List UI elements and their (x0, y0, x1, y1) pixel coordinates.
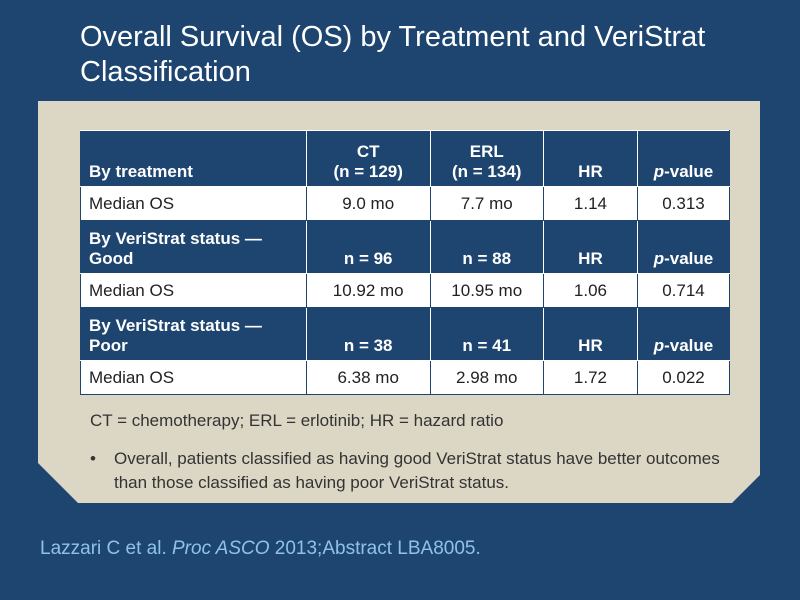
abbreviation-footnote: CT = chemotherapy; ERL = erlotinib; HR =… (90, 411, 504, 430)
bullet-icon: • (90, 449, 96, 468)
table-row: Median OS 9.0 mo 7.7 mo 1.14 0.313 (80, 186, 731, 221)
hr-value: 1.72 (542, 360, 638, 395)
hr-value: 1.06 (542, 273, 638, 308)
table-header-row: By treatment CT (n = 129) ERL (n = 134) … (80, 130, 731, 187)
pvalue-suffix: -value (664, 162, 714, 181)
bullet-point: • Overall, patients classified as having… (90, 447, 750, 495)
erl-value: 10.95 mo (429, 273, 544, 308)
ct-value: 6.38 mo (305, 360, 431, 395)
header-cell-label: By VeriStrat status — Good (80, 220, 307, 274)
header-cell-erl: ERL (n = 134) (429, 130, 544, 187)
citation-authors: Lazzari C et al. (40, 538, 172, 559)
erl-value: 7.7 mo (429, 186, 544, 221)
hr-value: 1.14 (542, 186, 638, 221)
header-cell-ct: n = 38 (305, 307, 431, 361)
header-cell-ct: n = 96 (305, 220, 431, 274)
pvalue-suffix: -value (664, 249, 714, 268)
header-cell-pvalue: p-value (636, 307, 731, 361)
slide-title: Overall Survival (OS) by Treatment and V… (80, 21, 706, 88)
pvalue-p-letter: p (653, 249, 665, 268)
header-cell-hr: HR (542, 307, 638, 361)
header-cell-label: By treatment (80, 130, 307, 187)
pvalue-p-letter: p (653, 162, 665, 181)
pvalue-suffix: -value (664, 336, 714, 355)
header-cell-label: By VeriStrat status — Poor (80, 307, 307, 361)
header-cell-hr: HR (542, 130, 638, 187)
citation: Lazzari C et al. Proc ASCO 2013;Abstract… (40, 538, 481, 560)
table-header-row: By VeriStrat status — Good n = 96 n = 88… (80, 220, 731, 274)
erl-value: 2.98 mo (429, 360, 544, 395)
pvalue-value: 0.714 (636, 273, 731, 308)
header-cell-hr: HR (542, 220, 638, 274)
table-header-row: By VeriStrat status — Poor n = 38 n = 41… (80, 307, 731, 361)
bullet-text: Overall, patients classified as having g… (114, 449, 720, 492)
header-cell-erl: n = 88 (429, 220, 544, 274)
header-cell-ct: CT (n = 129) (305, 130, 431, 187)
table-row: Median OS 10.92 mo 10.95 mo 1.06 0.714 (80, 273, 731, 308)
ct-value: 9.0 mo (305, 186, 431, 221)
citation-details: 2013;Abstract LBA8005. (269, 538, 481, 559)
row-label: Median OS (80, 273, 307, 308)
row-label: Median OS (80, 186, 307, 221)
pvalue-p-letter: p (653, 336, 665, 355)
header-cell-pvalue: p-value (636, 220, 731, 274)
pvalue-value: 0.313 (636, 186, 731, 221)
citation-journal: Proc ASCO (172, 538, 270, 559)
table-row: Median OS 6.38 mo 2.98 mo 1.72 0.022 (80, 360, 731, 395)
header-cell-pvalue: p-value (636, 130, 731, 187)
pvalue-value: 0.022 (636, 360, 731, 395)
os-table: By treatment CT (n = 129) ERL (n = 134) … (80, 130, 731, 395)
row-label: Median OS (80, 360, 307, 395)
ct-value: 10.92 mo (305, 273, 431, 308)
header-cell-erl: n = 41 (429, 307, 544, 361)
